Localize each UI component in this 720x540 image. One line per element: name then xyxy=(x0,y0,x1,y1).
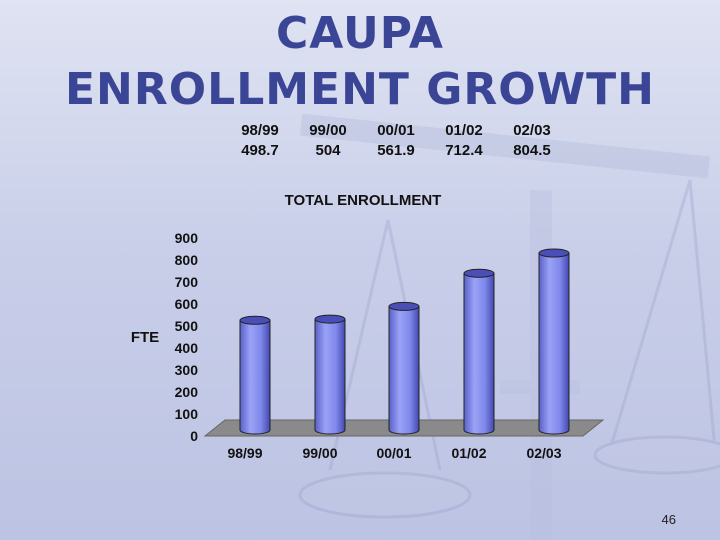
y-tick-label: 100 xyxy=(175,406,199,422)
y-tick-label: 400 xyxy=(175,340,199,356)
bar xyxy=(388,301,420,435)
y-tick-label: 500 xyxy=(175,318,199,334)
slide-title-line2: ENROLLMENT GROWTH xyxy=(64,64,655,115)
summary-year: 98/99 xyxy=(241,122,279,139)
summary-year: 01/02 xyxy=(445,122,483,139)
y-axis-label: FTE xyxy=(131,329,159,346)
x-axis: 98/99 99/00 00/01 01/02 02/03 xyxy=(227,445,561,461)
y-tick-label: 200 xyxy=(175,384,199,400)
summary-year: 00/01 xyxy=(377,122,415,139)
bar xyxy=(463,268,495,435)
summary-year: 99/00 xyxy=(309,122,347,139)
summary-years-row: 98/99 99/00 00/01 01/02 02/03 xyxy=(226,122,566,142)
x-tick-label: 99/00 xyxy=(302,445,337,461)
summary-value: 561.9 xyxy=(377,142,415,159)
summary-value: 498.7 xyxy=(241,142,279,159)
slide-title-line1: CAUPA xyxy=(276,8,444,59)
x-tick-label: 98/99 xyxy=(227,445,262,461)
summary-year: 02/03 xyxy=(513,122,551,139)
x-tick-label: 02/03 xyxy=(526,445,561,461)
y-tick-label: 0 xyxy=(190,428,198,444)
bar xyxy=(538,248,570,435)
x-tick-label: 00/01 xyxy=(376,445,411,461)
bars-group xyxy=(239,248,570,435)
y-tick-label: 600 xyxy=(175,296,199,312)
y-tick-label: 800 xyxy=(175,252,199,268)
summary-table: 98/99 99/00 00/01 01/02 02/03 498.7 504 … xyxy=(226,122,566,162)
y-tick-label: 900 xyxy=(175,230,199,246)
bar xyxy=(314,314,346,435)
summary-values-row: 498.7 504 561.9 712.4 804.5 xyxy=(226,142,566,162)
x-tick-label: 01/02 xyxy=(451,445,486,461)
y-tick-label: 300 xyxy=(175,362,199,378)
bar xyxy=(239,315,271,435)
page-number: 46 xyxy=(661,512,676,527)
summary-value: 712.4 xyxy=(445,142,483,159)
summary-value: 504 xyxy=(315,142,341,159)
summary-value: 804.5 xyxy=(513,142,551,159)
y-tick-label: 700 xyxy=(175,274,199,290)
y-axis: 0 100 200 300 400 500 600 700 800 900 xyxy=(175,230,199,444)
chart-title: TOTAL ENROLLMENT xyxy=(285,192,442,209)
